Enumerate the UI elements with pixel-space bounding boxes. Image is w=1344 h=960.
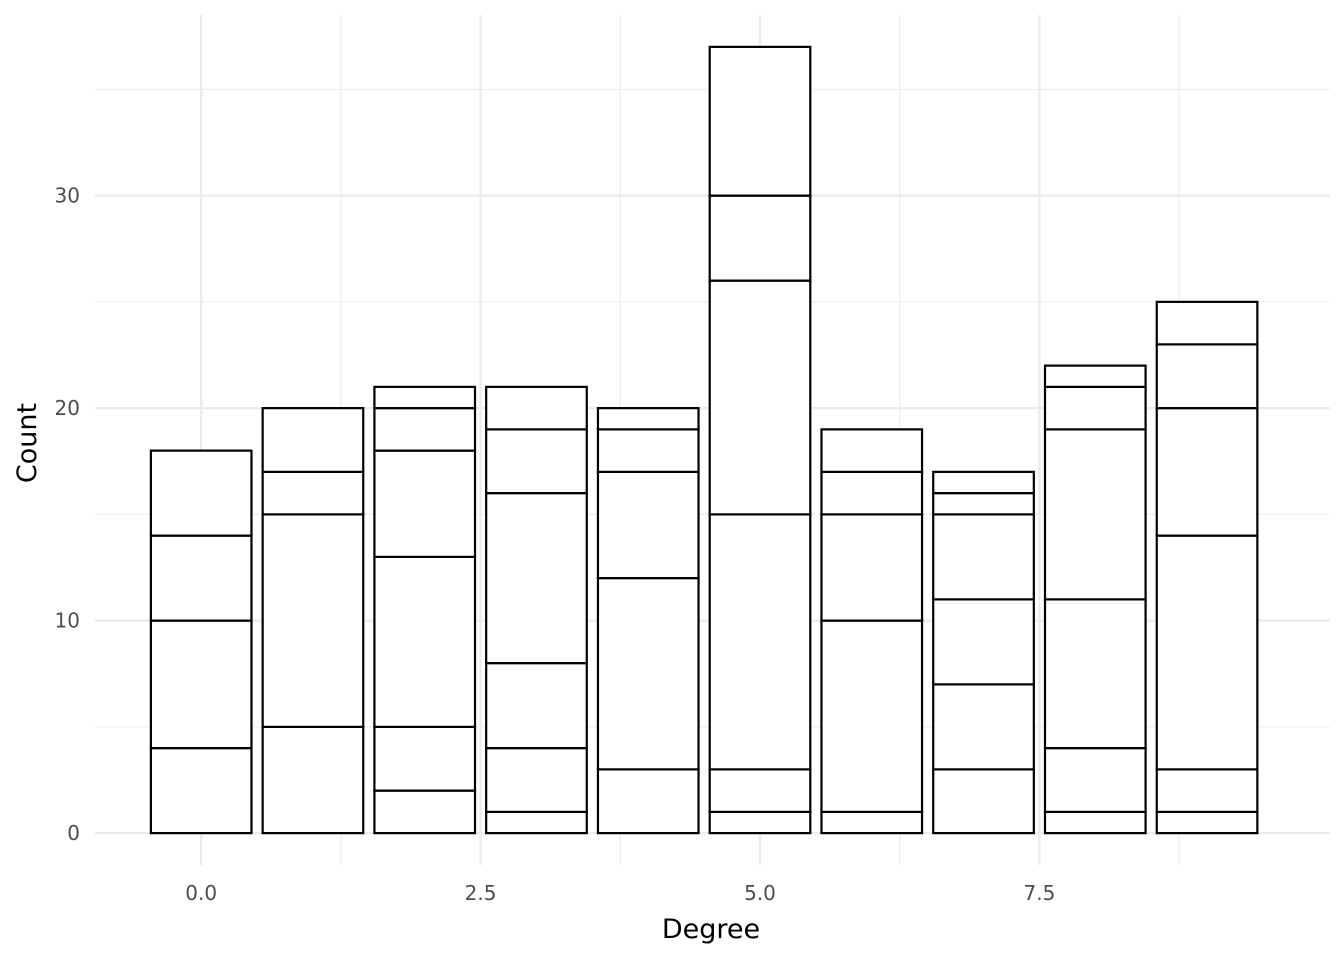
bar-segment: [373, 725, 477, 792]
bar-segment: [708, 768, 812, 813]
bar-stack: [485, 385, 588, 835]
bar-segment: [708, 194, 812, 282]
bar-segment: [932, 513, 1035, 601]
bar-segment: [1155, 768, 1259, 813]
bar-segment: [149, 534, 253, 622]
bar-segment: [708, 513, 812, 771]
bar-segment: [820, 810, 924, 835]
bar-segment: [149, 449, 253, 537]
bar-segment: [820, 428, 924, 473]
bar-stack: [1043, 364, 1147, 835]
x-tick-labels: 0.0 2.5 5.0 7.5: [185, 881, 1055, 905]
bar-segment: [708, 810, 812, 835]
bars: [149, 45, 1259, 835]
bar-segment: [485, 492, 588, 665]
x-tick-label: 5.0: [744, 881, 776, 905]
bar-segment: [596, 407, 700, 431]
bar-segment: [149, 619, 253, 750]
bar-segment: [820, 513, 924, 622]
bar-segment: [596, 577, 700, 771]
bar-segment: [596, 428, 700, 473]
bar-segment: [1155, 810, 1259, 835]
bar-segment: [373, 789, 477, 835]
bar-segment: [932, 683, 1035, 771]
x-axis-title: Degree: [662, 914, 760, 945]
bar-stack: [820, 428, 924, 835]
bar-segment: [485, 810, 588, 835]
y-tick-labels: 0 10 20 30: [55, 184, 80, 846]
bar-segment: [485, 428, 588, 495]
bar-segment: [1155, 407, 1259, 537]
y-tick-label: 30: [55, 184, 80, 208]
bar-segment: [596, 470, 700, 580]
y-tick-label: 10: [55, 609, 80, 633]
x-tick-label: 0.0: [185, 881, 217, 905]
bar-segment: [932, 470, 1035, 495]
x-tick-label: 7.5: [1024, 881, 1056, 905]
bar-segment: [932, 768, 1035, 835]
bar-segment: [485, 747, 588, 813]
y-tick-label: 0: [67, 821, 80, 845]
bar-stack: [596, 407, 700, 835]
bar-segment: [932, 598, 1035, 686]
bar-segment: [149, 747, 253, 835]
bar-segment: [1043, 810, 1147, 835]
bar-segment: [485, 385, 588, 431]
bar-segment: [596, 768, 700, 835]
bar-segment: [373, 555, 477, 728]
bar-stack: [932, 470, 1035, 835]
bar-stack: [1155, 300, 1259, 835]
bar-segment: [1155, 534, 1259, 771]
bar-segment: [1043, 385, 1147, 431]
bar-segment: [1155, 300, 1259, 346]
bar-segment: [1043, 598, 1147, 750]
bar-segment: [1043, 428, 1147, 601]
bar-segment: [261, 725, 365, 835]
y-tick-label: 20: [55, 396, 80, 420]
bar-segment: [373, 449, 477, 558]
bar-segment: [820, 619, 924, 813]
bar-stack: [261, 407, 365, 835]
x-tick-label: 2.5: [465, 881, 497, 905]
bar-segment: [261, 513, 365, 728]
bar-segment: [373, 407, 477, 452]
bar-segment: [1043, 364, 1147, 388]
bar-segment: [820, 470, 924, 516]
bar-segment: [485, 662, 588, 750]
y-axis-title: Count: [12, 403, 43, 483]
bar-stack: [373, 385, 477, 835]
bar-segment: [708, 45, 812, 197]
bar-segment: [1155, 343, 1259, 410]
bar-segment: [261, 470, 365, 516]
bar-segment: [708, 279, 812, 516]
bar-segment: [932, 492, 1035, 516]
bar-segment: [261, 407, 365, 473]
bar-stack: [149, 449, 253, 835]
bar-segment: [373, 385, 477, 410]
bar-segment: [1043, 747, 1147, 813]
bar-stack: [708, 45, 812, 835]
